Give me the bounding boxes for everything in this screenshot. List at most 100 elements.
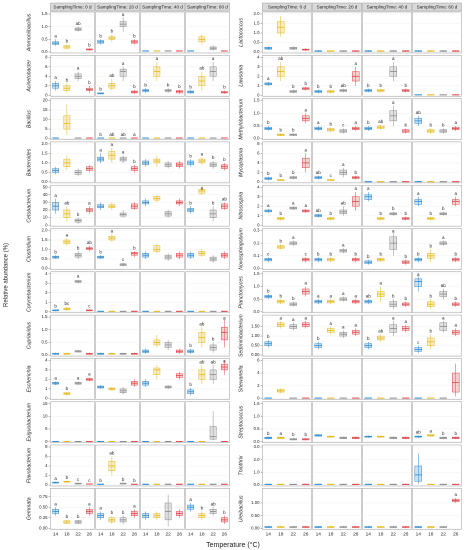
significance-letter: b — [442, 206, 445, 211]
y-tick-label: 1 — [45, 299, 48, 304]
y-tick-label: 1.0 — [42, 247, 49, 252]
y-tick-label: 1.0 — [42, 327, 49, 332]
facet-panel — [50, 141, 95, 184]
significance-letter: a — [122, 149, 125, 154]
y-tick-label: 3 — [45, 280, 48, 285]
significance-letter: a — [156, 56, 159, 61]
significance-letter: ab — [199, 359, 205, 364]
significance-letter: a — [66, 232, 69, 237]
significance-letter: b — [279, 128, 282, 133]
facet-panel — [412, 444, 462, 487]
significance-letter: b — [329, 84, 332, 89]
significance-letter: ab — [222, 197, 228, 202]
x-tick-label: 14 — [98, 532, 104, 538]
significance-letter: b — [212, 337, 215, 342]
facet-panel — [412, 98, 462, 140]
genus-label: Planctomyces — [238, 276, 244, 309]
x-tick-label: 26 — [353, 532, 359, 538]
significance-letter: b — [292, 296, 295, 301]
y-tick-label: 0.5 — [42, 256, 49, 261]
facet-panel — [362, 228, 412, 270]
facet-panel — [50, 444, 95, 487]
y-tick-label: 0.0 — [254, 439, 261, 444]
facet-panel — [95, 401, 140, 443]
x-tick-label: 22 — [341, 532, 347, 538]
facet-panel — [95, 141, 140, 184]
y-tick-label: 0.0 — [254, 309, 261, 314]
significance-letter: b — [329, 211, 332, 216]
y-tick-label: 0.5 — [42, 170, 49, 175]
facet-title: SamplingTime: 0 d — [53, 5, 92, 10]
y-tick-label: 0.00 — [251, 525, 260, 530]
significance-letter: c — [305, 251, 308, 256]
significance-letter: a — [304, 203, 307, 208]
y-tick-label: 1 — [45, 386, 48, 391]
significance-letter: a — [304, 315, 307, 320]
facet-panel — [362, 141, 412, 184]
significance-letter: b — [304, 81, 307, 86]
x-tick-label: 22 — [165, 532, 171, 538]
significance-letter: b — [189, 200, 192, 205]
facet-panel — [185, 11, 230, 54]
y-tick-label: 5 — [45, 426, 48, 431]
y-tick-label: 0 — [45, 439, 48, 444]
significance-letter: b — [223, 510, 226, 515]
significance-letter: c — [267, 251, 270, 256]
y-tick-label: 2 — [45, 377, 48, 382]
significance-letter: b — [66, 514, 69, 519]
y-tick-label: 0 — [257, 179, 260, 184]
box — [63, 115, 71, 130]
significance-letter: a — [189, 497, 192, 502]
y-tick-label: 1.0 — [254, 30, 261, 35]
significance-letter: c — [330, 173, 333, 178]
y-tick-label: 0 — [257, 396, 260, 401]
significance-letter: ab — [341, 200, 347, 205]
facet-panel — [312, 141, 362, 184]
significance-letter: a — [267, 203, 270, 208]
facet-panel — [140, 228, 185, 270]
significance-letter: b — [292, 432, 295, 437]
significance-letter: a — [54, 501, 57, 506]
significance-letter: b — [88, 80, 91, 85]
significance-letter: b — [304, 432, 307, 437]
x-tick-label: 26 — [87, 532, 93, 538]
x-tick-label: 18 — [154, 532, 160, 538]
y-tick-label: 0.0 — [254, 136, 261, 141]
facet-panel — [412, 401, 462, 443]
facet-panel — [140, 488, 185, 530]
genus-label: Lactococcus — [238, 18, 244, 47]
y-tick-label: 0 — [45, 396, 48, 401]
significance-letter: a — [88, 200, 91, 205]
significance-letter: a — [223, 359, 226, 364]
genus-label: Exiguobacterium — [26, 402, 32, 441]
facet-strip — [95, 2, 140, 12]
facet-panel — [95, 314, 140, 357]
y-tick-label: 1.5 — [42, 237, 49, 242]
facet-panel — [312, 184, 362, 227]
significance-letter: a — [304, 107, 307, 112]
significance-letter: b — [379, 251, 382, 256]
x-tick-label: 22 — [391, 532, 397, 538]
significance-letter: b — [454, 251, 457, 256]
y-tick-label: 0.5 — [254, 426, 261, 431]
significance-letter: b — [111, 28, 114, 33]
significance-letter: b — [54, 304, 57, 309]
significance-letter: ab — [64, 200, 70, 205]
y-tick-label: 6 — [257, 151, 260, 156]
y-tick-label: 0.50 — [251, 343, 260, 348]
significance-letter: b — [267, 288, 270, 293]
facet-panel — [95, 271, 140, 314]
genus-label: Bacteroides — [26, 148, 32, 176]
facet-panel — [185, 184, 230, 227]
facet-panel — [95, 55, 140, 97]
y-tick-label: 1 — [257, 213, 260, 218]
facet-panel — [185, 271, 230, 314]
facet-panel — [362, 358, 412, 400]
facet-panel — [185, 358, 230, 400]
significance-letter: b — [77, 246, 80, 251]
significance-letter: ab — [199, 321, 205, 326]
genus-label: Thiothrix — [238, 455, 244, 475]
significance-letter: b — [88, 42, 91, 47]
y-tick-label: 0.5 — [254, 296, 261, 301]
significance-letter: b — [379, 211, 382, 216]
